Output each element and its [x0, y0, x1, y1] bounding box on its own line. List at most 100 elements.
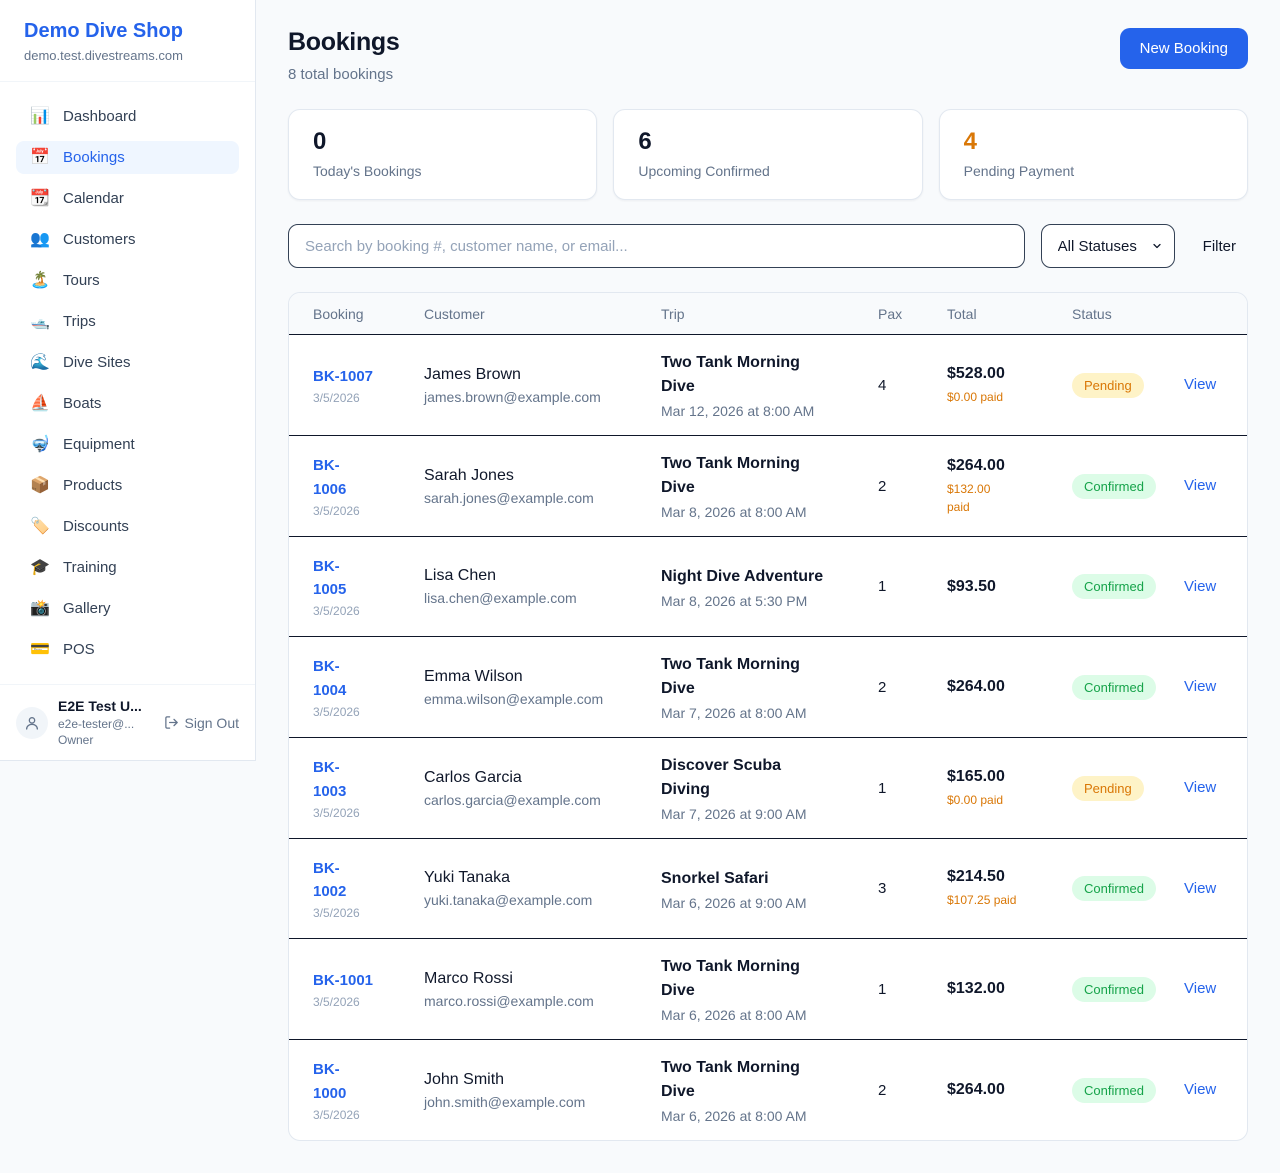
trip-time: Mar 8, 2026 at 8:00 AM: [661, 504, 807, 520]
customer-name: Lisa Chen: [424, 567, 497, 584]
booking-link[interactable]: BK- 1003: [313, 759, 347, 800]
status-badge: Confirmed: [1072, 976, 1156, 1002]
total-cell: $264.00: [947, 678, 1072, 696]
status-cell: Pending: [1072, 372, 1184, 398]
customer-email: carlos.garcia@example.com: [424, 791, 601, 808]
total-cell: $214.50 $107.25 paid: [947, 868, 1072, 909]
trip-name: Two Tank Morning Dive: [661, 958, 800, 999]
customer-name: James Brown: [424, 365, 521, 383]
view-link[interactable]: View: [1184, 1081, 1217, 1098]
booking-date: 3/5/2026: [313, 704, 360, 719]
column-header: Total: [947, 305, 977, 322]
column-header: Status: [1072, 305, 1112, 322]
sidebar-item-calendar[interactable]: 📆 Calendar: [16, 182, 239, 215]
page-header: Bookings 8 total bookings New Booking: [288, 28, 1248, 83]
trip-cell: Snorkel Safari Mar 6, 2026 at 9:00 AM: [661, 867, 878, 911]
sidebar-item-label: Bookings: [63, 149, 125, 166]
pax-value: 3: [878, 880, 887, 897]
status-cell: Confirmed: [1072, 976, 1184, 1002]
status-badge: Confirmed: [1072, 473, 1156, 499]
sidebar-item-trips[interactable]: 🛥️ Trips: [16, 305, 239, 338]
status-cell: Confirmed: [1072, 876, 1184, 901]
trip-time: Mar 12, 2026 at 8:00 AM: [661, 403, 815, 419]
status-cell: Confirmed: [1072, 1077, 1184, 1103]
sidebar-item-products[interactable]: 📦 Products: [16, 469, 239, 502]
sidebar-item-label: Discounts: [63, 518, 129, 535]
user-email: e2e-tester@...: [58, 717, 135, 731]
total-amount: $264.00: [947, 678, 1005, 695]
booking-link[interactable]: BK- 1000: [313, 1061, 347, 1102]
new-booking-button[interactable]: New Booking: [1119, 28, 1248, 69]
trip-name: Two Tank Morning Dive: [661, 656, 800, 697]
sidebar-item-gallery[interactable]: 📸 Gallery: [16, 592, 239, 625]
booking-link[interactable]: BK-1001: [313, 971, 374, 989]
stat-label: Upcoming Confirmed: [638, 163, 770, 179]
booking-cell: BK- 1000 3/5/2026: [313, 1058, 424, 1122]
customer-cell: Yuki Tanaka yuki.tanaka@example.com: [424, 869, 661, 908]
booking-link[interactable]: BK- 1002: [313, 859, 347, 900]
booking-link[interactable]: BK- 1006: [313, 457, 347, 498]
user-meta: E2E Test U... e2e-tester@... Owner: [58, 698, 154, 747]
diving-mask-icon: 🤿: [30, 435, 50, 453]
filter-button[interactable]: Filter: [1191, 238, 1248, 255]
customer-cell: Carlos Garcia carlos.garcia@example.com: [424, 769, 661, 808]
booking-link[interactable]: BK-1007: [313, 367, 374, 385]
view-link[interactable]: View: [1184, 477, 1217, 494]
trip-time: Mar 6, 2026 at 8:00 AM: [661, 1007, 807, 1023]
sign-out-button[interactable]: Sign Out: [164, 715, 239, 731]
customer-email: john.smith@example.com: [424, 1093, 586, 1110]
trip-time: Mar 8, 2026 at 5:30 PM: [661, 592, 808, 609]
booking-link[interactable]: BK- 1004: [313, 658, 347, 699]
shop-name: Demo Dive Shop: [24, 20, 183, 42]
total-amount: $132.00: [947, 980, 1005, 997]
sidebar-item-pos[interactable]: 💳 POS: [16, 633, 239, 666]
bar-chart-icon: 📊: [30, 107, 50, 125]
sailboat-icon: ⛵: [30, 394, 50, 412]
view-link[interactable]: View: [1184, 678, 1217, 695]
view-link[interactable]: View: [1184, 376, 1217, 393]
sidebar-item-dashboard[interactable]: 📊 Dashboard: [16, 100, 239, 133]
sign-out-label: Sign Out: [184, 714, 239, 731]
booking-link[interactable]: BK- 1005: [313, 557, 347, 598]
view-link[interactable]: View: [1184, 779, 1217, 796]
view-link[interactable]: View: [1184, 879, 1217, 897]
customer-name: Yuki Tanaka: [424, 869, 510, 886]
sidebar-item-equipment[interactable]: 🤿 Equipment: [16, 428, 239, 461]
sidebar-item-tours[interactable]: 🏝️ Tours: [16, 264, 239, 297]
customer-email: james.brown@example.com: [424, 388, 601, 405]
sidebar-item-dive-sites[interactable]: 🌊 Dive Sites: [16, 346, 239, 379]
search-input[interactable]: [288, 224, 1025, 268]
page-title: Bookings: [288, 28, 400, 56]
pax-value: 1: [878, 980, 887, 998]
sidebar-item-customers[interactable]: 👥 Customers: [16, 223, 239, 256]
table-row: BK- 1004 3/5/2026 Emma Wilson emma.wilso…: [289, 637, 1247, 738]
status-cell: Pending: [1072, 775, 1184, 801]
booking-date: 3/5/2026: [313, 1107, 360, 1122]
sidebar-item-label: Dashboard: [63, 108, 137, 125]
sidebar-item-training[interactable]: 🎓 Training: [16, 551, 239, 584]
sidebar-item-label: Gallery: [63, 600, 111, 617]
sidebar-item-label: Calendar: [63, 190, 124, 207]
sidebar-item-bookings[interactable]: 📅 Bookings: [16, 141, 239, 174]
view-link[interactable]: View: [1184, 980, 1217, 997]
view-cell: View: [1184, 578, 1223, 596]
booking-date: 3/5/2026: [313, 391, 360, 406]
total-amount: $93.50: [947, 577, 996, 595]
sidebar-item-discounts[interactable]: 🏷️ Discounts: [16, 510, 239, 543]
customer-name: Sarah Jones: [424, 466, 514, 484]
stats-row: 0 Today's Bookings 6 Upcoming Confirmed …: [288, 109, 1248, 200]
table-body: BK-1007 3/5/2026 James Brown james.brown…: [289, 335, 1247, 1140]
sidebar-item-boats[interactable]: ⛵ Boats: [16, 387, 239, 420]
view-link[interactable]: View: [1184, 577, 1217, 595]
table-row: BK- 1006 3/5/2026 Sarah Jones sarah.jone…: [289, 436, 1247, 537]
status-filter-select[interactable]: All Statuses: [1040, 224, 1175, 268]
pax-value: 1: [878, 578, 887, 595]
table-row: BK- 1002 3/5/2026 Yuki Tanaka yuki.tanak…: [289, 839, 1247, 939]
status-badge: Confirmed: [1072, 674, 1156, 700]
tear-off-calendar-icon: 📆: [30, 189, 50, 207]
sidebar-item-label: Boats: [63, 395, 102, 412]
view-cell: View: [1184, 779, 1223, 797]
sidebar-item-label: Equipment: [63, 436, 135, 453]
sidebar-item-label: Trips: [63, 313, 96, 330]
status-badge: Confirmed: [1072, 876, 1156, 901]
